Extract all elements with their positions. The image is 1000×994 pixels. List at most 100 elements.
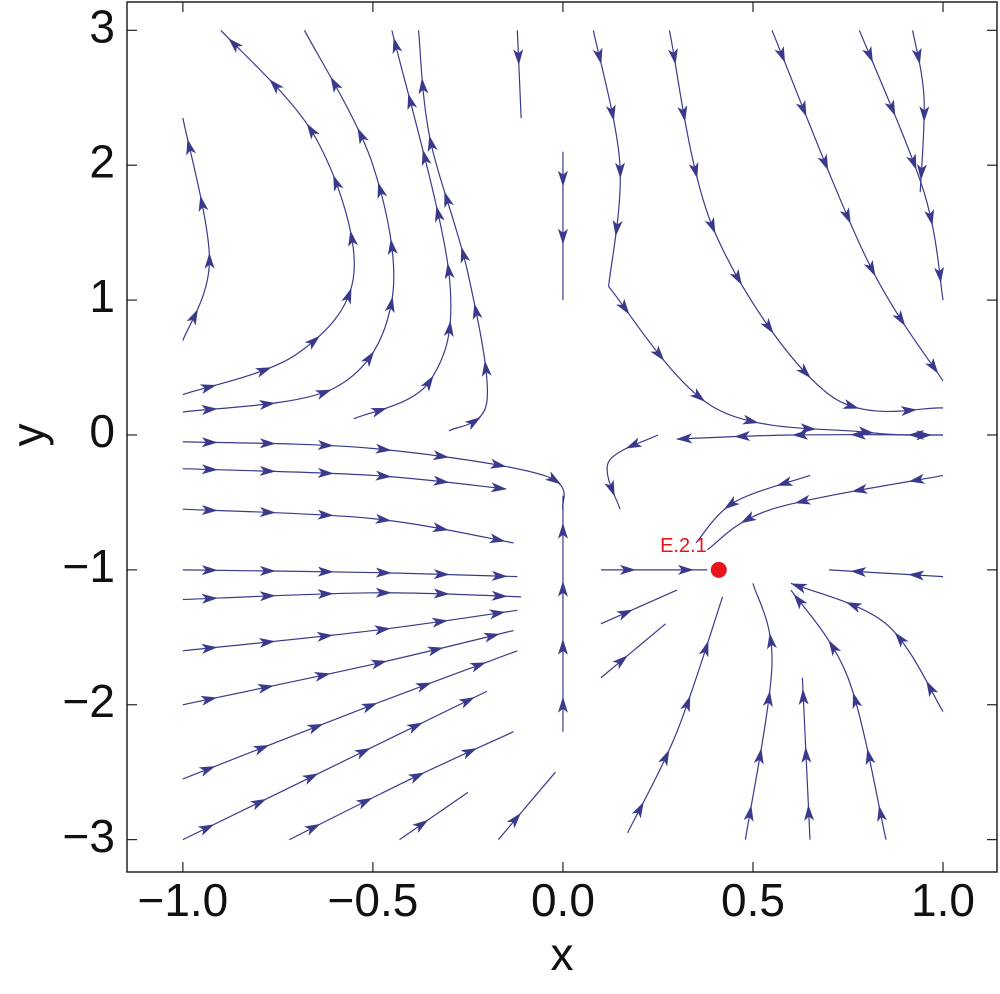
arrowhead — [348, 230, 359, 247]
arrowhead — [444, 191, 454, 209]
streamline — [744, 583, 773, 840]
arrowhead — [688, 161, 699, 179]
arrowhead — [421, 149, 432, 167]
streamline — [695, 474, 811, 544]
arrowhead — [254, 367, 272, 378]
arrowhead — [793, 593, 808, 610]
y-tick-label: 0 — [89, 405, 115, 457]
plot-frame — [126, 1, 998, 873]
streamline — [592, 30, 621, 287]
arrowhead — [845, 602, 863, 613]
arrowhead — [433, 569, 450, 580]
arrowhead — [513, 49, 524, 66]
arrowhead — [798, 688, 809, 706]
arrowhead — [306, 723, 324, 735]
arrowhead — [201, 405, 218, 416]
arrowhead — [259, 465, 276, 476]
arrowhead — [839, 207, 851, 224]
arrowhead — [488, 609, 506, 620]
arrowhead — [257, 684, 274, 694]
arrowhead — [258, 400, 276, 410]
arrowhead — [427, 135, 438, 153]
arrowhead — [631, 801, 644, 819]
streamline — [858, 30, 944, 301]
arrowhead — [753, 748, 764, 765]
arrowhead — [357, 127, 369, 145]
arrowhead — [304, 823, 321, 836]
arrowhead — [489, 458, 507, 469]
arrowhead — [370, 659, 388, 670]
arrowhead — [464, 417, 481, 431]
arrowhead — [375, 443, 392, 454]
arrowhead — [317, 439, 334, 450]
streamline — [182, 650, 518, 780]
streamline — [676, 434, 944, 440]
arrowhead — [790, 583, 808, 594]
arrowhead — [355, 797, 373, 810]
arrowhead — [619, 564, 636, 575]
arrowhead — [375, 567, 392, 578]
x-axis-label: x — [551, 928, 574, 980]
arrowhead — [387, 238, 398, 256]
streamline — [707, 474, 944, 551]
arrowhead — [774, 46, 786, 63]
arrowhead — [605, 104, 616, 122]
arrowhead — [458, 697, 475, 709]
arrowhead — [676, 433, 693, 444]
arrowhead — [406, 722, 423, 735]
arrowhead — [374, 513, 392, 524]
arrowhead — [259, 506, 276, 517]
x-tick-label: 1.0 — [911, 874, 975, 926]
arrowhead — [415, 682, 432, 693]
streamline — [606, 434, 659, 510]
streamline — [497, 771, 556, 841]
arrowhead — [420, 375, 434, 392]
arrowhead — [862, 45, 873, 63]
arrowhead — [924, 209, 935, 226]
streamline — [600, 623, 666, 679]
arrowhead — [916, 163, 927, 181]
arrowhead — [800, 423, 817, 434]
arrowhead — [792, 429, 809, 440]
arrowhead — [432, 475, 450, 486]
arrowhead — [934, 266, 944, 284]
arrowhead — [742, 414, 759, 425]
streamline — [182, 29, 355, 396]
streamline — [790, 589, 887, 840]
arrowhead — [557, 638, 568, 655]
arrowhead — [828, 639, 842, 657]
arrowhead — [333, 174, 344, 192]
arrowhead — [330, 76, 343, 94]
arrowhead — [490, 482, 508, 493]
streamline — [182, 569, 518, 578]
arrowhead — [259, 565, 276, 576]
arrowhead — [259, 591, 276, 602]
y-tick-label: 2 — [89, 135, 115, 187]
arrowhead — [557, 170, 568, 187]
arrowhead — [667, 48, 678, 65]
streamline — [182, 508, 514, 544]
arrowhead — [795, 99, 807, 117]
streamline — [790, 582, 944, 712]
arrowhead — [557, 696, 568, 713]
arrowhead — [794, 494, 812, 505]
arrowhead — [925, 357, 939, 374]
point-label: E.2.1 — [660, 535, 707, 557]
streamline — [182, 629, 514, 706]
arrowhead — [483, 632, 501, 643]
arrowhead — [314, 389, 332, 400]
arrowhead — [443, 320, 454, 338]
streamline — [771, 30, 944, 382]
arrowhead — [842, 399, 860, 409]
streamline — [182, 30, 395, 413]
streamline — [353, 30, 452, 420]
arrowhead — [865, 748, 876, 766]
arrowhead — [545, 471, 562, 485]
arrowhead — [306, 123, 320, 140]
arrowhead — [249, 798, 267, 811]
arrowhead — [604, 479, 615, 497]
streamline — [600, 589, 678, 625]
arrowhead — [592, 47, 603, 65]
arrowhead — [804, 804, 815, 821]
